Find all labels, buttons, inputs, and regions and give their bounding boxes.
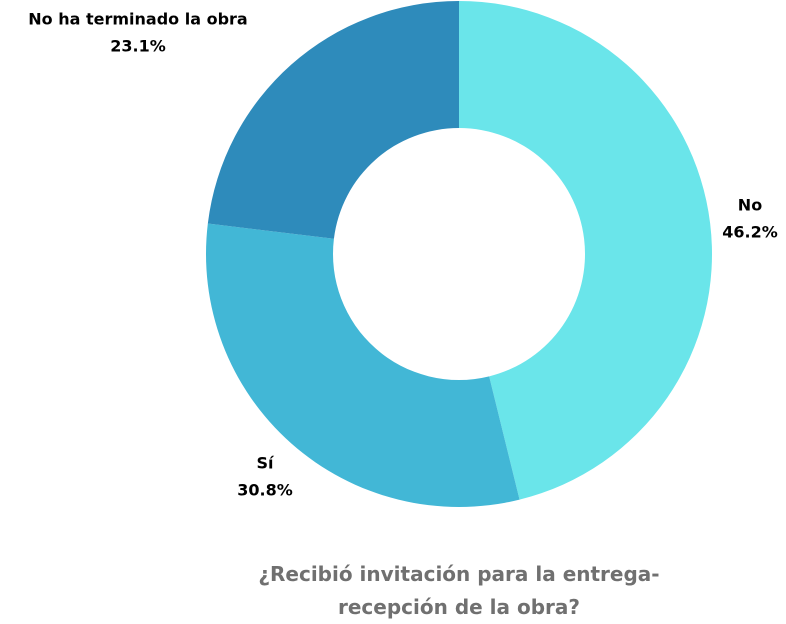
donut-segment bbox=[207, 1, 459, 239]
donut-segment bbox=[206, 223, 520, 508]
segment-label: No bbox=[738, 196, 762, 215]
donut-segment bbox=[459, 1, 713, 500]
segment-value-label: 23.1% bbox=[110, 37, 166, 56]
chart: No 46.2% Sí 30.8% No ha terminado la obra 23.… bbox=[28, 1, 778, 508]
segment-value-label: 46.2% bbox=[722, 223, 778, 242]
segment-label: Sí bbox=[256, 454, 275, 473]
segment-value-label: 30.8% bbox=[237, 481, 293, 500]
segment-label: No ha terminado la obra bbox=[28, 10, 247, 29]
chart-title: ¿Recibió invitación para la entrega-rece… bbox=[258, 562, 660, 619]
